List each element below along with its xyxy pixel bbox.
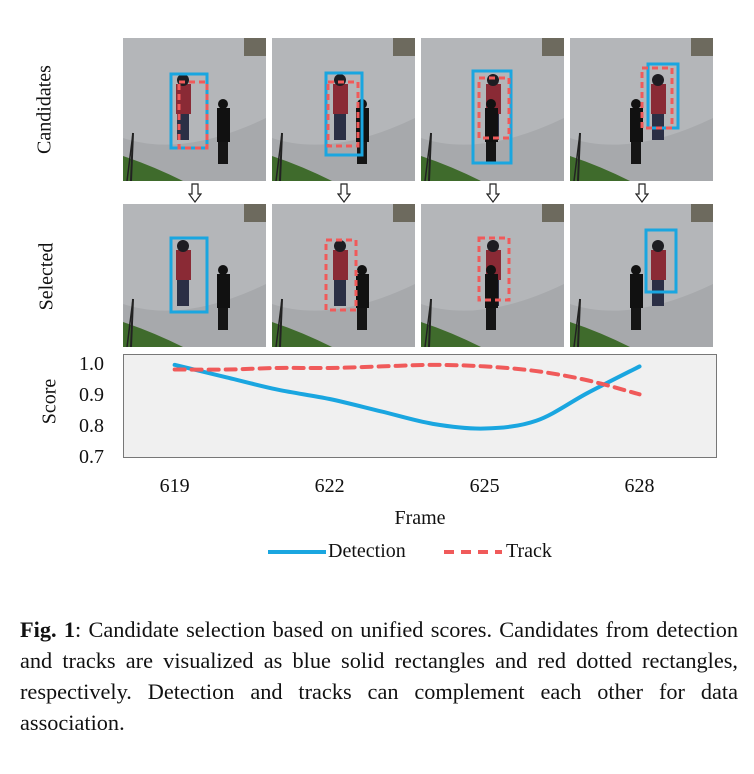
detection-box bbox=[644, 228, 678, 294]
x-tick-label: 619 bbox=[159, 475, 190, 497]
detection-box bbox=[324, 71, 364, 157]
legend-track-swatch bbox=[444, 549, 502, 554]
detection-box bbox=[169, 236, 209, 314]
track-box bbox=[477, 76, 511, 140]
score-chart bbox=[123, 354, 717, 458]
candidates-row-label: Candidates bbox=[33, 65, 56, 154]
series-detection-line bbox=[172, 362, 642, 431]
track-box bbox=[640, 66, 674, 130]
detection-box bbox=[646, 62, 680, 130]
figure-caption: Fig. 1: Candidate selection based on uni… bbox=[20, 614, 738, 738]
y-tick-label: 0.9 bbox=[79, 383, 104, 406]
y-tick-label: 0.8 bbox=[79, 414, 104, 437]
selected-frame-625-image bbox=[421, 204, 564, 347]
legend-track: Track bbox=[444, 540, 552, 563]
down-arrow-icon bbox=[485, 183, 500, 203]
detection-box bbox=[471, 69, 513, 165]
track-box bbox=[177, 80, 209, 150]
candidates-frame-628-image bbox=[570, 38, 713, 181]
x-tick-label: 628 bbox=[624, 475, 655, 497]
x-tick-label: 622 bbox=[314, 475, 345, 497]
track-box bbox=[326, 80, 360, 148]
x-axis-title: Frame bbox=[394, 507, 446, 529]
plot-area bbox=[123, 354, 717, 458]
track-box bbox=[477, 236, 511, 302]
series-track-line bbox=[172, 362, 642, 397]
selected-frame-628-image bbox=[570, 204, 713, 347]
legend-track-label: Track bbox=[506, 540, 552, 562]
legend-detection: Detection bbox=[268, 540, 406, 563]
down-arrow-icon bbox=[336, 183, 351, 203]
candidates-frame-625-image bbox=[421, 38, 564, 181]
candidates-frame-619-image bbox=[123, 38, 266, 181]
candidates-frame-622-image bbox=[272, 38, 415, 181]
down-arrow-icon bbox=[187, 183, 202, 203]
x-tick-label: 625 bbox=[469, 475, 500, 497]
selected-row-label: Selected bbox=[35, 242, 58, 311]
down-arrow-icon bbox=[634, 183, 649, 203]
legend-detection-swatch bbox=[268, 549, 326, 554]
y-tick-label: 0.7 bbox=[79, 446, 104, 468]
y-tick-label: 1.0 bbox=[79, 352, 104, 375]
selected-frame-619-image bbox=[123, 204, 266, 347]
caption-label: Fig. 1 bbox=[20, 617, 75, 642]
caption-text: : Candidate selection based on unified s… bbox=[20, 617, 738, 735]
legend-detection-label: Detection bbox=[328, 540, 406, 562]
selected-frame-622-image bbox=[272, 204, 415, 347]
track-box bbox=[324, 238, 358, 312]
